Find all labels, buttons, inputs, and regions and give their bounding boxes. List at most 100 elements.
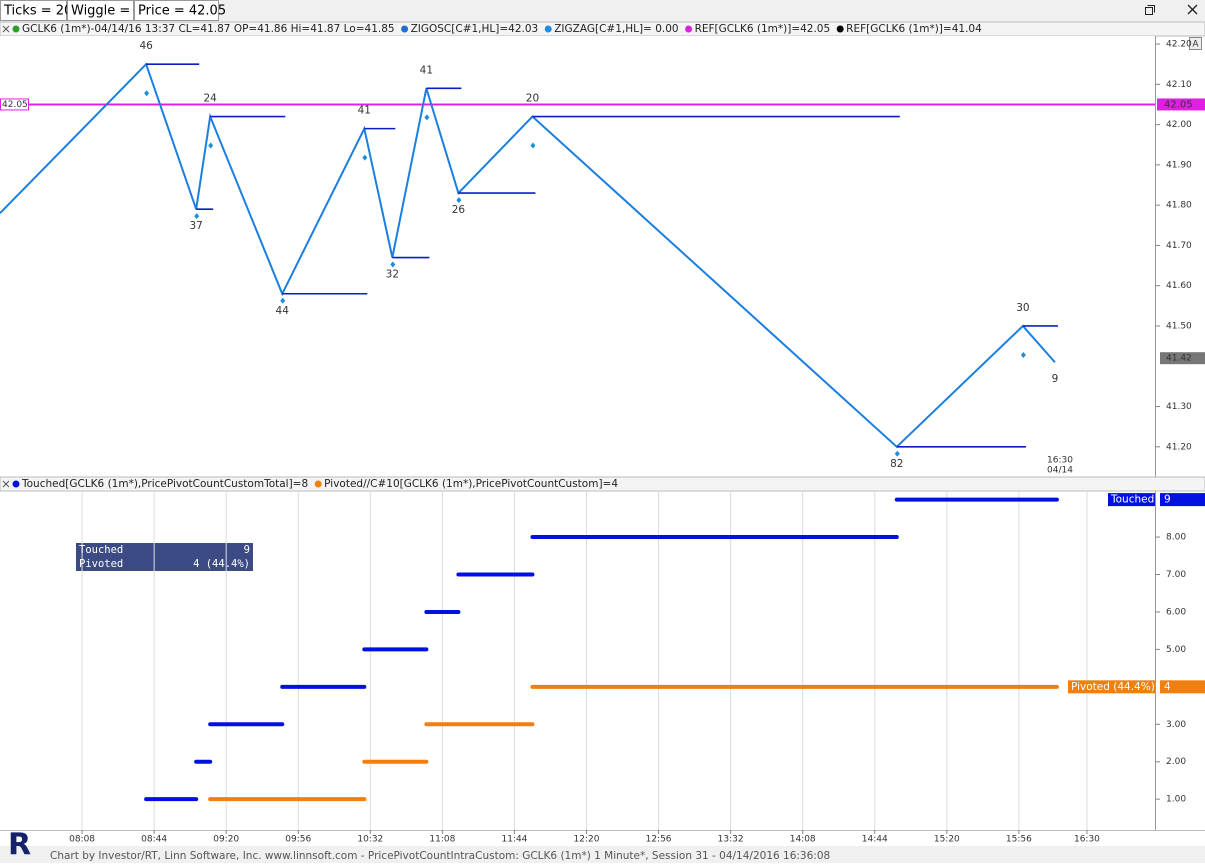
lower-clip xyxy=(144,497,1059,802)
pivot-marker xyxy=(894,450,900,457)
y-tick-label: 41.80 xyxy=(1166,201,1192,211)
upper-plot xyxy=(0,36,1155,475)
touched-value-tag xyxy=(1160,493,1205,507)
x-tick-label: 09:56 xyxy=(285,835,311,845)
x-tick-label: 08:44 xyxy=(141,835,167,845)
x-tick-label: 14:44 xyxy=(862,835,888,845)
logo: R xyxy=(8,828,31,863)
legend-text: REF[GCLK6 (1m*)]=42.05 xyxy=(695,23,831,35)
info-label: Touched xyxy=(79,544,123,556)
legend-dot xyxy=(544,25,552,33)
footer xyxy=(0,846,1205,863)
y-tick-label: 1.00 xyxy=(1166,795,1186,805)
pivot-count: 41 xyxy=(420,64,433,76)
pivot-count: 37 xyxy=(189,220,202,232)
legend-text: GCLK6 (1m*)-04/14/16 13:37 CL=41.87 OP=4… xyxy=(22,23,395,35)
x-tick-label: 11:44 xyxy=(501,835,527,845)
pivot-marker xyxy=(280,297,286,304)
legend-dot xyxy=(685,25,693,33)
x-tick-label: 16:30 xyxy=(1074,835,1100,845)
x-tick-label: 14:08 xyxy=(790,835,816,845)
y-tick-label: 7.00 xyxy=(1166,570,1186,580)
y-tick-label: 41.50 xyxy=(1166,321,1192,331)
x-tick-label: 11:08 xyxy=(429,835,455,845)
ticks-field[interactable] xyxy=(0,0,67,21)
legend-text: REF[GCLK6 (1m*)]=41.04 xyxy=(846,23,982,35)
y-tick-label: 42.20 xyxy=(1166,40,1192,50)
toolbar xyxy=(0,0,1205,22)
legend-text: Touched[GCLK6 (1m*),PricePivotCountCusto… xyxy=(21,478,308,490)
x-tick-label: 15:56 xyxy=(1006,835,1032,845)
restore-button[interactable] xyxy=(1145,5,1155,15)
upper-legend: GCLK6 (1m*)-04/14/16 13:37 CL=41.87 OP=4… xyxy=(12,23,982,35)
pivot-marker xyxy=(194,213,200,220)
legend-dot xyxy=(401,25,409,33)
pivot-count: 41 xyxy=(358,105,371,117)
legend-dot xyxy=(836,25,844,33)
legend-text: ZIGOSC[C#1,HL]=42.03 xyxy=(411,23,539,35)
y-tick-label: 42.10 xyxy=(1166,80,1192,90)
pivot-count: 46 xyxy=(139,40,153,52)
info-label: Pivoted xyxy=(79,558,123,570)
lower-close[interactable] xyxy=(2,480,10,488)
x-tick-label: 10:32 xyxy=(357,835,383,845)
legend-text: ZIGZAG[C#1,HL]= 0.00 xyxy=(554,23,678,35)
y-tick-label: 41.70 xyxy=(1166,241,1192,251)
touched-value-label: 9 xyxy=(1164,494,1171,506)
pivot-marker xyxy=(208,142,214,149)
y-tick-label: 8.00 xyxy=(1166,533,1186,543)
ref-label-right: 42.05 xyxy=(1164,99,1193,110)
y-tick-label: 41.20 xyxy=(1166,442,1192,452)
x-tick-label: 13:32 xyxy=(718,835,744,845)
wiggle-field[interactable] xyxy=(67,0,134,21)
pivot-count: 26 xyxy=(452,204,466,216)
y-tick-label: 41.30 xyxy=(1166,402,1192,412)
info-box xyxy=(76,543,253,571)
legend-dot xyxy=(12,480,20,488)
legend-dot xyxy=(314,480,322,488)
footer-text: Chart by Investor/RT, Linn Software, Inc… xyxy=(50,850,830,862)
x-tick-label: 08:08 xyxy=(69,835,95,845)
y-tick-label: 3.00 xyxy=(1166,720,1186,730)
x-tick-label: 15:20 xyxy=(934,835,960,845)
last-price-label: 41.42 xyxy=(1166,354,1192,364)
ref-tag-left xyxy=(0,98,29,111)
upper-close[interactable] xyxy=(2,25,10,33)
ticks-text: Ticks = 20 xyxy=(3,4,72,19)
pivot-count: 20 xyxy=(526,93,539,105)
close-button[interactable] xyxy=(1187,4,1198,15)
legend-text: Pivoted//C#10[GCLK6 (1m*),PricePivotCoun… xyxy=(324,478,618,490)
pivot-marker xyxy=(144,90,150,97)
price-text: Price = 42.05 xyxy=(138,4,226,19)
y-tick-label: 41.90 xyxy=(1166,160,1192,170)
wiggle-text: Wiggle = 5 xyxy=(71,4,143,19)
autoscale-button[interactable] xyxy=(1189,37,1202,50)
x-tick-label: 12:20 xyxy=(574,835,600,845)
y-tick-label: 6.00 xyxy=(1166,607,1186,617)
pivot-marker xyxy=(456,197,462,204)
legend-dot xyxy=(12,25,20,33)
ref-tag-right xyxy=(1157,98,1205,111)
price-field[interactable] xyxy=(134,0,219,21)
pivot-marker xyxy=(424,114,430,121)
pivot-marker xyxy=(1020,351,1026,358)
pivot-count: 24 xyxy=(203,93,217,105)
pivoted-tag xyxy=(1068,680,1155,694)
pivoted-value-label: 4 xyxy=(1164,681,1171,693)
x-tick-label: 12:56 xyxy=(646,835,672,845)
y-tick-label: 5.00 xyxy=(1166,645,1186,655)
pivot-count: 32 xyxy=(386,269,399,281)
chart-layer: 08:08 08:44 09:20 09:56 10:32 11:08 11:44 12:20… xyxy=(0,40,1205,845)
pivot-marker xyxy=(362,154,368,161)
touched-tag xyxy=(1108,493,1155,507)
autoscale-text: A xyxy=(1192,40,1199,50)
info-value: 9 xyxy=(244,544,250,556)
upper-clip xyxy=(0,62,1058,457)
pivoted-tag-label: Pivoted (44.4%) xyxy=(1071,681,1155,693)
pivot-count: 9 xyxy=(1052,373,1059,385)
y-tick-label: 42.00 xyxy=(1166,120,1192,130)
lower-header xyxy=(0,476,1205,492)
lower-legend: Touched[GCLK6 (1m*),PricePivotCountCusto… xyxy=(12,478,618,490)
touched-tag-label: Touched xyxy=(1110,494,1154,506)
